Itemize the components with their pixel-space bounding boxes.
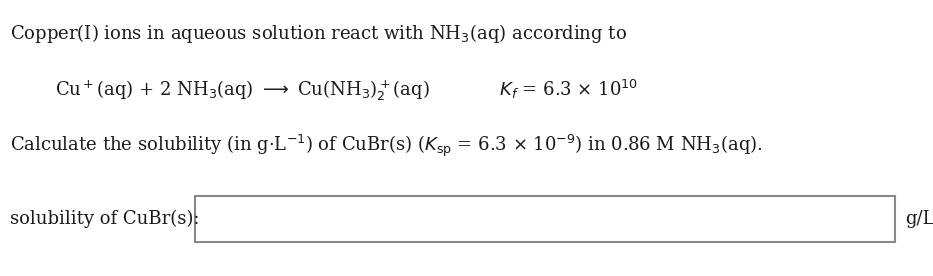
Text: solubility of CuBr(s):: solubility of CuBr(s):: [10, 210, 200, 228]
Text: Calculate the solubility (in g$\cdot$L$^{-1}$) of CuBr(s) ($K_{\mathrm{sp}}$ = 6: Calculate the solubility (in g$\cdot$L$^…: [10, 133, 762, 159]
Text: g/L: g/L: [905, 210, 933, 228]
Text: Copper(I) ions in aqueous solution react with NH$_3$(aq) according to: Copper(I) ions in aqueous solution react…: [10, 22, 627, 45]
FancyBboxPatch shape: [195, 196, 895, 242]
Text: Cu$^+$(aq) + 2 NH$_3$(aq) $\longrightarrow$ Cu(NH$_3$)$_2^+$(aq)$\quad\quad\quad: Cu$^+$(aq) + 2 NH$_3$(aq) $\longrightarr…: [55, 78, 638, 103]
